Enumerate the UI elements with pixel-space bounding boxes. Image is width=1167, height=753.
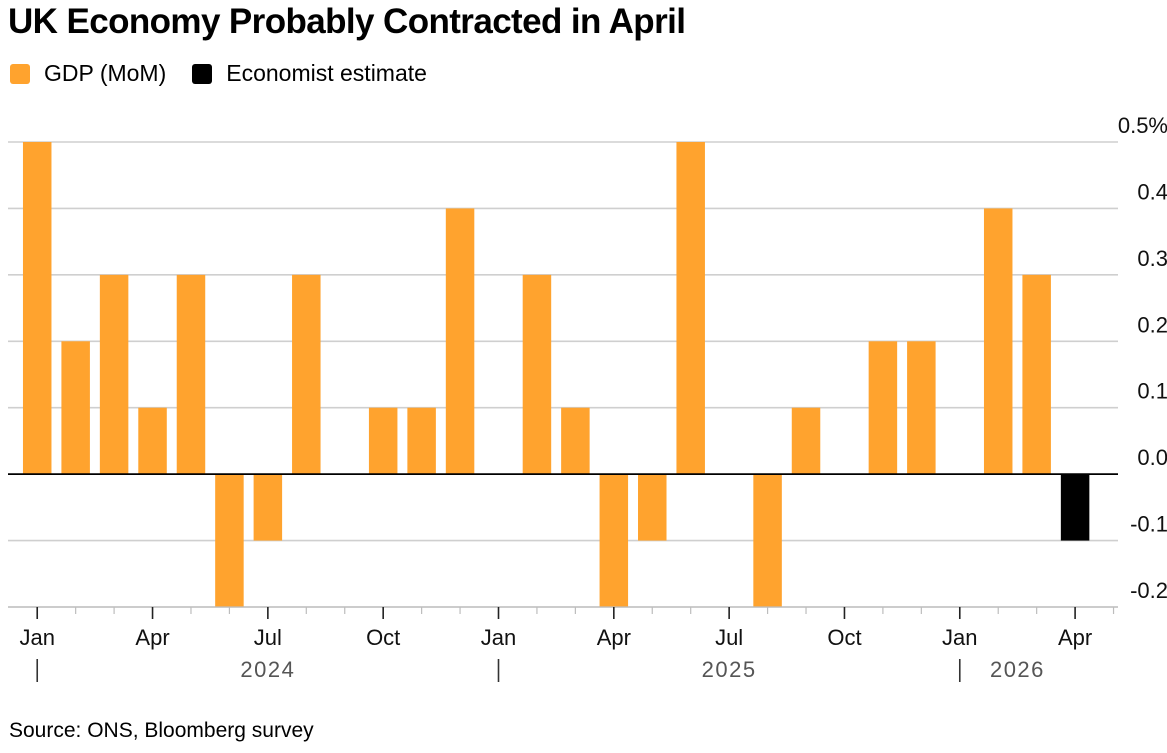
bar-gdp: [676, 142, 705, 475]
bar-gdp: [868, 341, 898, 475]
bar-chart: 0.5% 0.4 0.3 0.2 0.1 0.0 -0.1 -0.2 Jan Apr Jul Oct J…: [8, 113, 1167, 682]
x-tick-label: Apr: [1058, 625, 1092, 650]
bar-gdp: [638, 474, 667, 541]
y-tick-label: 0.0: [1137, 445, 1167, 470]
legend-swatch-estimate: [192, 63, 213, 84]
bar-gdp: [176, 274, 206, 475]
year-label: 2026: [990, 657, 1045, 682]
bar-gdp: [215, 474, 244, 607]
bar-estimate: [1060, 474, 1090, 541]
x-tick-label: Oct: [827, 625, 861, 650]
y-tick-label: 0.1: [1137, 379, 1167, 404]
bar-gdp: [445, 208, 475, 475]
y-tick-label: -0.2: [1130, 578, 1167, 603]
x-tick-label: Jan: [19, 625, 54, 650]
bar-gdp: [983, 208, 1013, 475]
legend-item-estimate: Economist estimate: [192, 60, 427, 87]
y-tick-label: 0.2: [1137, 312, 1167, 337]
bar-gdp: [791, 407, 821, 475]
x-tick-label: Jan: [481, 625, 516, 650]
x-tick-label: Jul: [254, 625, 282, 650]
legend: GDP (MoM) Economist estimate: [10, 60, 453, 87]
bar-gdp: [292, 274, 321, 475]
bar-gdp: [753, 474, 782, 607]
year-label: 2024: [240, 657, 295, 682]
x-tick-label: Apr: [135, 625, 169, 650]
bar-gdp: [599, 474, 629, 607]
bar-gdp: [138, 407, 167, 475]
y-tick-label: 0.3: [1137, 246, 1167, 271]
bar-gdp: [253, 474, 283, 541]
source-note: Source: ONS, Bloomberg survey: [9, 719, 314, 742]
bar-gdp: [61, 341, 90, 475]
legend-swatch-gdp: [10, 63, 30, 84]
bar-gdp: [99, 274, 129, 475]
chart-title: UK Economy Probably Contracted in April: [8, 2, 686, 41]
x-tick-label: Jul: [715, 625, 743, 650]
bar-gdp: [407, 407, 436, 475]
legend-item-gdp: GDP (MoM): [10, 60, 166, 87]
x-tick-label: Apr: [597, 625, 631, 650]
bar-gdp: [907, 341, 936, 475]
x-tick-label: Jan: [942, 625, 977, 650]
bar-gdp: [522, 274, 552, 475]
bar-gdp: [561, 407, 590, 475]
legend-label-gdp: GDP (MoM): [44, 60, 167, 86]
x-tick-label: Oct: [366, 625, 400, 650]
legend-label-estimate: Economist estimate: [226, 60, 427, 86]
y-tick-label: 0.4: [1137, 179, 1167, 204]
y-tick-label: 0.5%: [1118, 113, 1167, 138]
year-label: 2025: [702, 657, 757, 682]
bar-gdp: [1022, 274, 1051, 475]
bar-gdp: [22, 142, 52, 475]
y-tick-label: -0.1: [1130, 512, 1167, 537]
bar-gdp: [368, 407, 398, 475]
